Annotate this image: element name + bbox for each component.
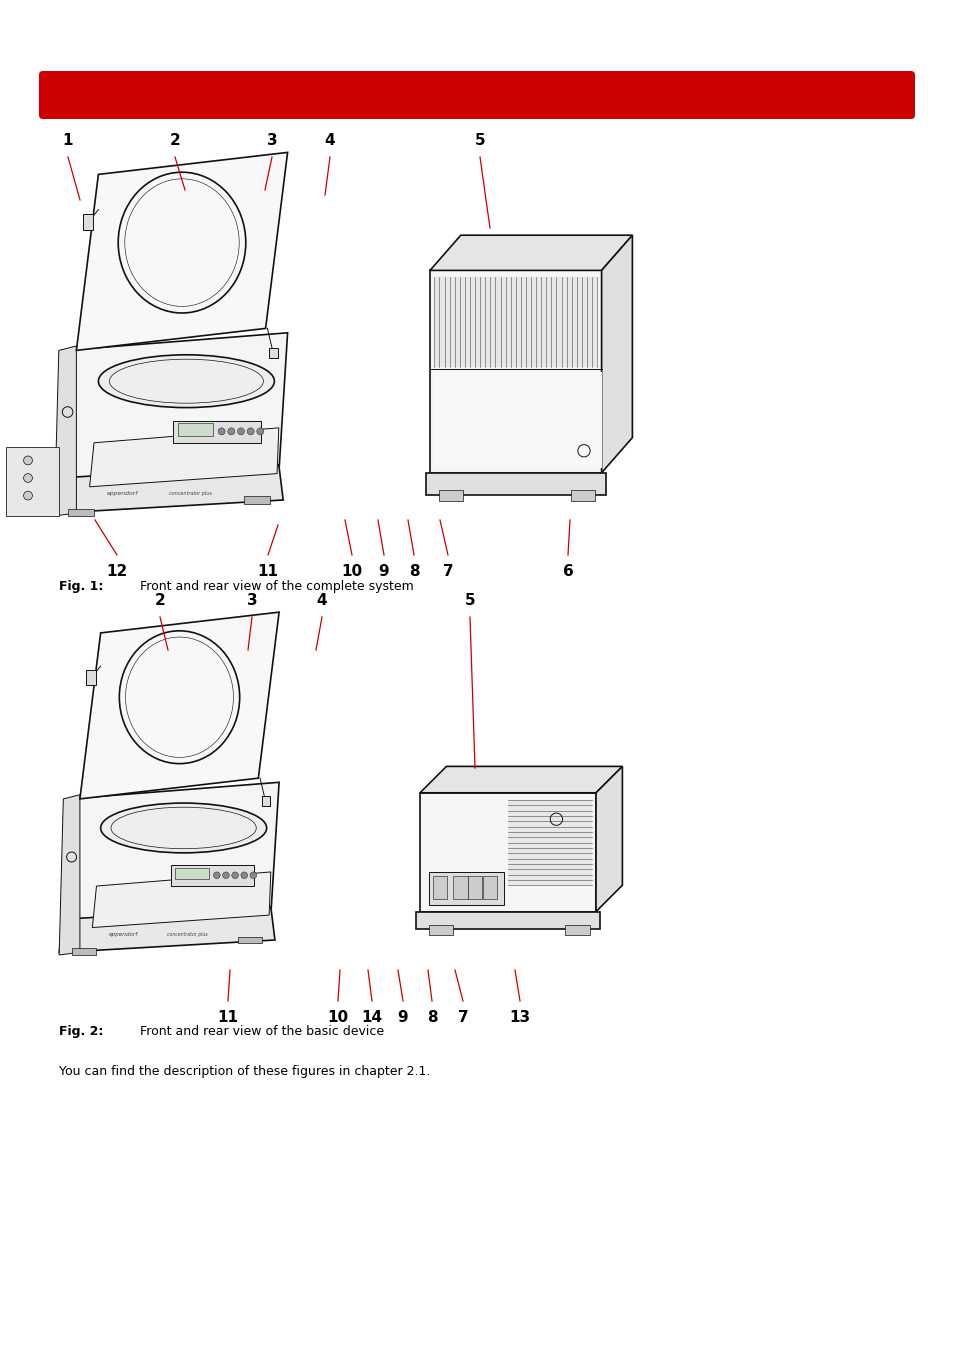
Bar	[71, 948, 96, 954]
Polygon shape	[601, 235, 632, 472]
Bar	[434, 278, 597, 367]
Bar	[483, 876, 497, 899]
Text: You can find the description of these figures in chapter 2.1.: You can find the description of these fi…	[59, 1065, 430, 1079]
Bar	[86, 670, 95, 686]
Bar	[177, 424, 213, 436]
Text: concentrator plus: concentrator plus	[167, 931, 208, 937]
Polygon shape	[80, 612, 279, 799]
Text: 5: 5	[475, 134, 485, 148]
Text: 12: 12	[107, 564, 128, 579]
Polygon shape	[63, 782, 279, 923]
Bar	[173, 421, 261, 443]
Text: 4: 4	[324, 134, 335, 148]
Bar	[237, 937, 262, 944]
Polygon shape	[92, 872, 271, 927]
Ellipse shape	[101, 803, 267, 853]
Text: Fig. 2:: Fig. 2:	[59, 1025, 103, 1038]
Bar	[570, 490, 595, 501]
Circle shape	[232, 872, 238, 879]
Circle shape	[24, 456, 32, 464]
Text: 2: 2	[154, 593, 165, 608]
Polygon shape	[416, 911, 599, 929]
Circle shape	[237, 428, 244, 435]
Polygon shape	[419, 767, 621, 792]
Circle shape	[24, 491, 32, 500]
Circle shape	[256, 428, 264, 435]
Text: Front and rear view of the basic device: Front and rear view of the basic device	[140, 1025, 384, 1038]
Text: 9: 9	[397, 1010, 408, 1025]
Bar	[438, 490, 463, 501]
Polygon shape	[54, 464, 283, 513]
Text: 10: 10	[341, 564, 362, 579]
Polygon shape	[59, 795, 80, 954]
Text: 7: 7	[457, 1010, 468, 1025]
Circle shape	[247, 428, 253, 435]
Text: 9: 9	[378, 564, 389, 579]
Text: 1: 1	[63, 134, 73, 148]
Circle shape	[218, 428, 225, 435]
Bar	[175, 868, 209, 879]
Text: 5: 5	[464, 593, 475, 608]
Text: 10: 10	[327, 1010, 348, 1025]
Text: 8: 8	[408, 564, 419, 579]
Polygon shape	[596, 767, 621, 911]
Bar	[428, 925, 453, 936]
Polygon shape	[54, 346, 76, 516]
Bar	[433, 876, 447, 899]
Bar	[564, 925, 589, 936]
Circle shape	[213, 872, 220, 879]
Polygon shape	[419, 792, 596, 911]
Text: 14: 14	[361, 1010, 382, 1025]
Bar	[171, 865, 253, 886]
Text: 8: 8	[426, 1010, 436, 1025]
Text: concentrator plus: concentrator plus	[169, 491, 212, 497]
Bar	[428, 872, 503, 906]
Circle shape	[24, 474, 32, 482]
Bar	[83, 215, 93, 230]
Bar	[507, 799, 591, 886]
Bar	[68, 509, 94, 516]
Bar	[261, 796, 270, 806]
Text: 11: 11	[217, 1010, 238, 1025]
Text: 7: 7	[442, 564, 453, 579]
Polygon shape	[59, 907, 274, 953]
Text: 3: 3	[247, 593, 257, 608]
Text: eppendorf: eppendorf	[107, 491, 138, 497]
Circle shape	[241, 872, 247, 879]
Text: 4: 4	[316, 593, 327, 608]
Polygon shape	[6, 447, 59, 516]
Circle shape	[250, 872, 256, 879]
FancyBboxPatch shape	[39, 72, 914, 119]
Polygon shape	[76, 153, 287, 351]
Polygon shape	[90, 428, 278, 487]
Text: 11: 11	[257, 564, 278, 579]
Circle shape	[222, 872, 229, 879]
Polygon shape	[59, 333, 287, 482]
Text: eppendorf: eppendorf	[109, 931, 138, 937]
Bar	[453, 876, 467, 899]
Text: Fig. 1:: Fig. 1:	[59, 580, 103, 593]
Polygon shape	[430, 270, 601, 472]
Text: Front and rear view of the complete system: Front and rear view of the complete syst…	[140, 580, 414, 593]
Bar	[434, 371, 601, 468]
Polygon shape	[430, 235, 632, 270]
Ellipse shape	[98, 355, 274, 408]
Circle shape	[228, 428, 234, 435]
Text: 6: 6	[562, 564, 573, 579]
Bar	[269, 348, 277, 358]
Bar	[243, 497, 270, 504]
Text: 2: 2	[170, 134, 180, 148]
Bar	[468, 876, 482, 899]
Text: 3: 3	[267, 134, 277, 148]
Text: 13: 13	[509, 1010, 530, 1025]
Polygon shape	[425, 472, 605, 495]
